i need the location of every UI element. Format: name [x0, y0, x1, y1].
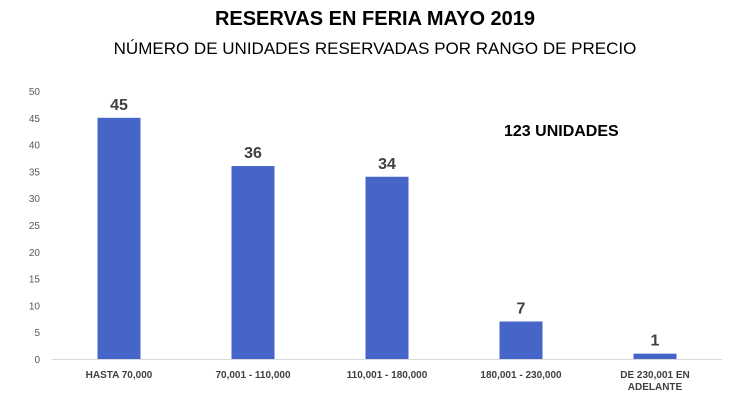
category-label: ADELANTE [628, 382, 683, 393]
y-tick-label: 20 [29, 248, 41, 259]
bar [633, 353, 677, 359]
y-tick-label: 10 [29, 301, 41, 312]
bar [231, 166, 275, 359]
y-tick-label: 50 [29, 87, 41, 98]
y-tick-label: 0 [34, 355, 40, 366]
bar [365, 176, 409, 359]
chart-subtitle: NÚMERO DE UNIDADES RESERVADAS POR RANGO … [113, 39, 637, 58]
category-label: DE 230,001 EN [620, 370, 690, 381]
bar [97, 117, 141, 359]
y-tick-label: 35 [29, 167, 41, 178]
y-tick-label: 15 [29, 275, 41, 286]
data-label: 34 [378, 156, 396, 173]
data-label: 36 [244, 145, 262, 162]
y-tick-label: 40 [29, 141, 41, 152]
data-label: 45 [110, 97, 128, 114]
category-label: 110,001 - 180,000 [347, 370, 428, 381]
category-label: 70,001 - 110,000 [215, 370, 291, 381]
y-tick-label: 45 [29, 114, 41, 125]
bar [499, 321, 543, 359]
total-units-annotation: 123 UNIDADES [504, 123, 619, 140]
y-tick-label: 30 [29, 194, 41, 205]
data-label: 1 [651, 333, 660, 350]
data-label: 7 [517, 300, 526, 317]
category-label: 180,001 - 230,000 [480, 370, 562, 381]
y-tick-label: 5 [34, 328, 40, 339]
category-label: HASTA 70,000 [86, 370, 153, 381]
y-tick-label: 25 [29, 221, 41, 232]
chart-title: RESERVAS EN FERIA MAYO 2019 [214, 8, 536, 30]
